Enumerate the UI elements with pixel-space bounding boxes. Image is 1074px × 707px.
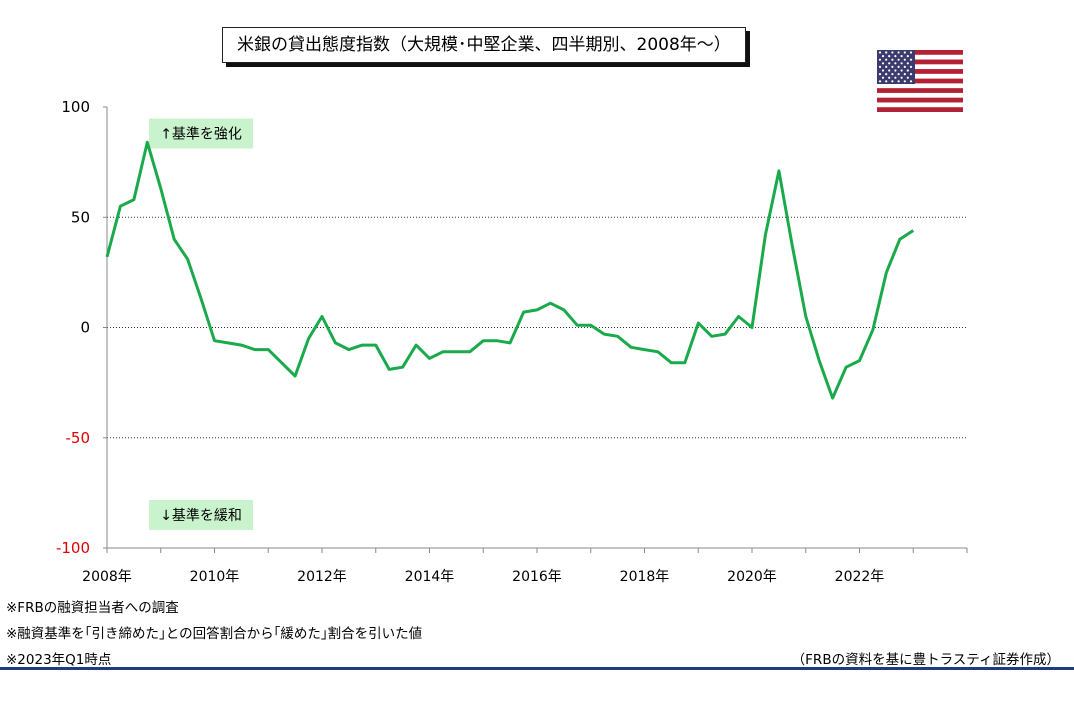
x-tick-label: 2008年	[82, 569, 132, 585]
note-1: ※FRBの融資担当者への調査	[6, 600, 179, 616]
y-tick-label: 100	[61, 98, 90, 116]
y-tick-label: -100	[56, 539, 90, 557]
annotation-label: ↓基準を緩和	[160, 507, 242, 524]
annotation-box	[149, 499, 254, 530]
us-flag-icon	[877, 50, 963, 112]
y-tick-label: 50	[71, 208, 90, 226]
annotation-ease: ↓基準を緩和	[149, 499, 254, 530]
x-tick-label: 2016年	[512, 569, 562, 585]
y-tick-label: 0	[80, 319, 90, 337]
x-tick-label: 2012年	[297, 569, 347, 585]
annotation-tighten: ↑基準を強化	[149, 118, 254, 149]
chart-title: 米銀の貸出態度指数（大規模･中堅企業、四半期別、2008年～）	[222, 27, 746, 63]
note-2: ※融資基準を｢引き締めた｣との回答割合から｢緩めた｣割合を引いた値	[6, 626, 423, 642]
bottom-divider	[0, 667, 1074, 670]
source-note: （FRBの資料を基に豊トラスティ証券作成）	[791, 652, 1060, 668]
y-tick-label: -50	[66, 429, 91, 447]
line-chart: 100 50 0 -50 -100 2008年 2010年 2012年 2014年 2016年 2…	[56, 98, 968, 585]
x-tick-label: 2018年	[620, 569, 670, 585]
annotation-label: ↑基準を強化	[160, 125, 242, 142]
x-tick-label: 2014年	[405, 569, 455, 585]
x-tick-label: 2010年	[190, 569, 240, 585]
x-tick-label: 2020年	[727, 569, 777, 585]
x-tick-label: 2022年	[835, 569, 885, 585]
series-line	[105, 140, 915, 400]
annotation-box	[149, 118, 254, 149]
note-3: ※2023年Q1時点	[6, 652, 112, 668]
